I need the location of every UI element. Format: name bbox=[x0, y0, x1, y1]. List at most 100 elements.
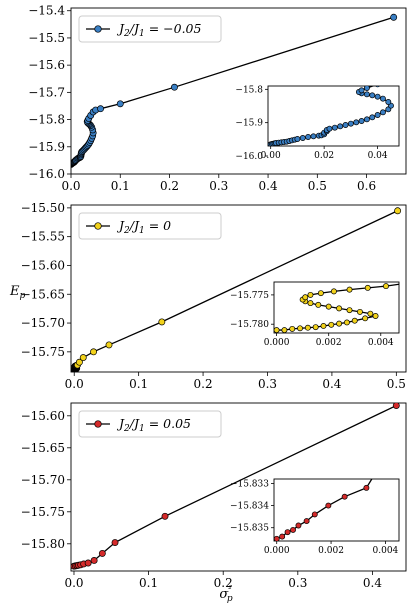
inset-series-point bbox=[315, 301, 322, 308]
inset-series-point bbox=[346, 286, 353, 293]
inset-xtick-label: 0.000 bbox=[264, 338, 290, 348]
inset-series-point bbox=[369, 114, 376, 121]
panel-2-xtick-label: 0.1 bbox=[129, 377, 148, 391]
inset-series-point bbox=[367, 310, 374, 317]
inset-ytick-label: −15.8 bbox=[235, 85, 263, 95]
inset-series-point bbox=[311, 511, 318, 518]
panel-1-ytick-label: −15.4 bbox=[28, 4, 65, 18]
inset-frame bbox=[273, 281, 400, 334]
panel-3-ytick-label: −15.60 bbox=[21, 409, 65, 423]
legend-box bbox=[78, 15, 222, 43]
panel-3-xtick-label: 0.4 bbox=[363, 576, 382, 590]
inset-series-point bbox=[328, 321, 335, 328]
panel-3-ytick-label: −15.70 bbox=[21, 473, 65, 487]
legend-box bbox=[78, 410, 222, 438]
inset-series-point bbox=[307, 291, 314, 298]
inset-series-point bbox=[336, 305, 343, 312]
inset-series-point bbox=[385, 99, 392, 105]
inset-series-point bbox=[363, 86, 370, 91]
inset-ytick-label: −15.9 bbox=[235, 119, 263, 129]
panel-3-ytick-label: −15.80 bbox=[21, 537, 65, 551]
panel-2-xtick-label: 0.2 bbox=[194, 377, 213, 391]
inset-ytick-label: −15.835 bbox=[230, 524, 269, 534]
series-point bbox=[98, 549, 106, 557]
inset-series-point bbox=[342, 122, 349, 128]
inset-series-point bbox=[305, 134, 312, 140]
panel-2-frame bbox=[70, 204, 407, 373]
series-point bbox=[158, 318, 166, 326]
inset-series-point bbox=[284, 529, 291, 536]
legend-marker bbox=[94, 25, 102, 33]
inset-series-point bbox=[317, 290, 324, 297]
inset-series-group bbox=[274, 479, 373, 541]
panel-1-xtick-label: 0.4 bbox=[259, 179, 278, 193]
series-point bbox=[97, 105, 105, 113]
panel-1-ytick-label: −15.7 bbox=[28, 85, 65, 99]
inset-xtick-label: 0.04 bbox=[368, 151, 388, 161]
inset-xtick-label: 0.004 bbox=[373, 546, 399, 556]
inset-series-point bbox=[279, 533, 286, 540]
inset-series-point bbox=[297, 325, 303, 332]
panel-2-ytick-label: −15.55 bbox=[21, 230, 65, 244]
series-point bbox=[75, 358, 83, 366]
series-point bbox=[105, 341, 113, 349]
inset-series-point bbox=[325, 303, 332, 310]
inset-series-point bbox=[320, 323, 327, 329]
inset-series-point bbox=[380, 95, 386, 102]
series-group bbox=[71, 207, 402, 372]
panel-2-ytick-label: −15.65 bbox=[21, 287, 65, 301]
panel-3-xtick-label: 0.3 bbox=[288, 576, 307, 590]
panel-1-xtick-label: 0.5 bbox=[308, 179, 327, 193]
inset-series-point bbox=[304, 324, 311, 331]
legend-marker bbox=[94, 222, 102, 230]
inset-series-point bbox=[330, 288, 337, 295]
legend-label: J2/J1 = 0.05 bbox=[116, 416, 191, 434]
series-point bbox=[116, 100, 124, 108]
legend-marker bbox=[94, 420, 102, 428]
inset-ytick-label: −15.834 bbox=[230, 502, 269, 512]
legend: J2/J1 = −0.05 bbox=[78, 15, 222, 43]
inset-xtick-label: 0.002 bbox=[316, 338, 342, 348]
inset-series-point bbox=[353, 119, 360, 126]
inset-series-point bbox=[274, 535, 280, 541]
inset-series-point bbox=[312, 324, 319, 331]
panel-2: 0.0 0.1 0.2 0.3 0.4 0.5 −15.75 −15.70 −15.65 −15.… bbox=[21, 201, 409, 391]
inset-series-point bbox=[404, 281, 409, 286]
inset-series-point bbox=[363, 484, 370, 491]
x-axis-label: σ² p bbox=[219, 585, 232, 604]
inset-series-point bbox=[274, 327, 280, 333]
panel-2-ytick-label: −15.70 bbox=[21, 316, 65, 330]
inset-series-point bbox=[325, 502, 332, 509]
series-point bbox=[394, 207, 402, 215]
panel-3-ytick-label: −15.65 bbox=[21, 441, 65, 455]
y-axis-label: Ep bbox=[9, 284, 26, 301]
inset-series-point bbox=[383, 283, 389, 290]
inset-ytick-label: −15.833 bbox=[230, 479, 269, 489]
inset-series-point bbox=[337, 123, 344, 130]
inset-series-point bbox=[372, 313, 379, 319]
legend-label: J2/J1 = −0.05 bbox=[116, 21, 201, 39]
inset-series-group bbox=[268, 86, 394, 146]
inset-xtick-label: 0.02 bbox=[314, 151, 334, 161]
inset-series-point bbox=[336, 320, 343, 327]
panel-1-xtick-label: 0.3 bbox=[209, 179, 228, 193]
series-point bbox=[90, 348, 97, 356]
panel-1-xtick-label: 0.2 bbox=[160, 179, 179, 193]
panel-2-xtick-label: 0.3 bbox=[258, 377, 277, 391]
inset-series-point bbox=[299, 135, 306, 141]
panel-1-ytick-label: −15.5 bbox=[28, 31, 65, 45]
inset-series-point bbox=[326, 125, 333, 132]
series-point bbox=[79, 354, 87, 362]
inset-frame bbox=[273, 478, 400, 542]
inset-series-point bbox=[356, 308, 363, 315]
legend: J2/J1 = 0 bbox=[78, 212, 222, 240]
inset-series-point bbox=[343, 319, 350, 326]
inset-series-point bbox=[302, 294, 309, 301]
panel-2-ytick-label: −15.60 bbox=[21, 258, 65, 272]
inset-series-point bbox=[363, 116, 370, 123]
inset-series-point bbox=[374, 93, 381, 100]
inset-xtick-label: 0.000 bbox=[264, 546, 290, 556]
series-point bbox=[171, 83, 178, 91]
inset-series-point bbox=[303, 518, 310, 525]
